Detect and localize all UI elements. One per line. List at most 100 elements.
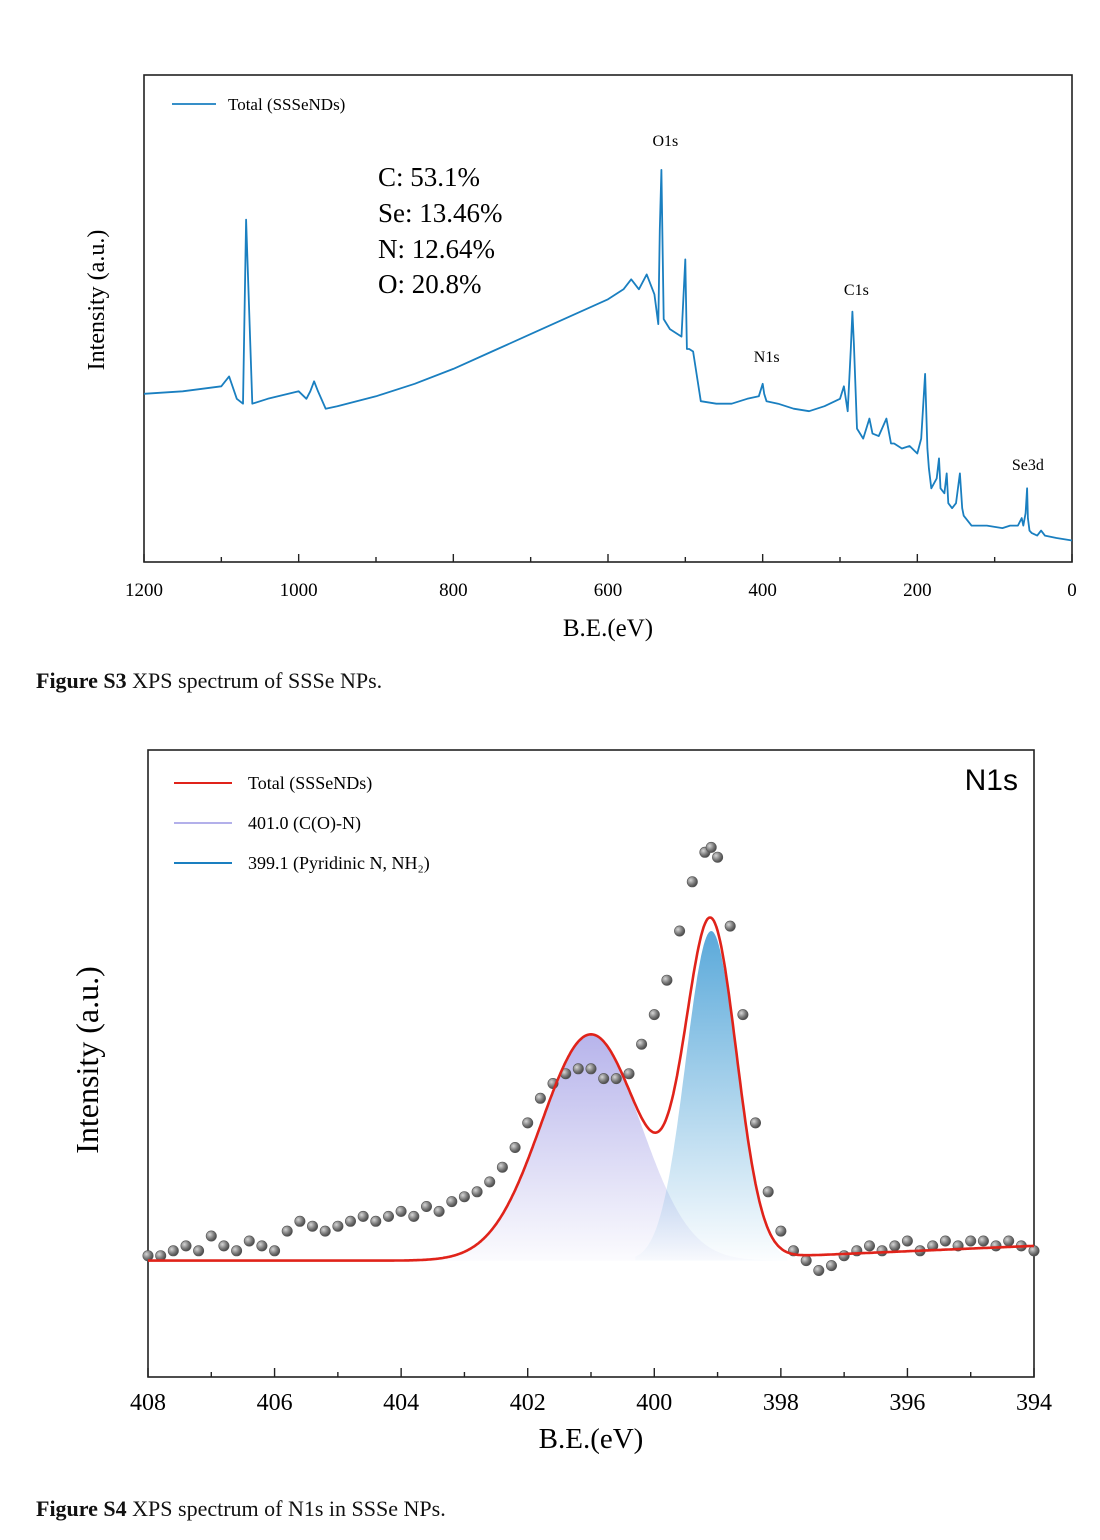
- s4-data-point: [496, 1161, 508, 1173]
- s4-data-point: [281, 1225, 293, 1237]
- s3-x-axis-label: B.E.(eV): [563, 615, 653, 642]
- s4-data-point: [319, 1225, 331, 1237]
- s4-legend-label-total: Total (SSSeNDs): [248, 773, 372, 794]
- s4-data-point: [623, 1068, 635, 1080]
- s4-data-point: [446, 1196, 458, 1208]
- s4-legend: Total (SSSeNDs) 401.0 (C(O)-N) 399.1 (Py…: [174, 773, 430, 874]
- s4-data-point: [370, 1215, 382, 1227]
- s4-data-point: [636, 1038, 648, 1050]
- s4-data-point: [737, 1009, 749, 1021]
- s4-legend-label-401: 401.0 (C(O)-N): [248, 813, 361, 834]
- s4-data-point: [332, 1220, 344, 1232]
- s4-data-point: [705, 841, 717, 853]
- s4-data-point: [306, 1220, 318, 1232]
- s3-x-tick-labels: 1200 1000 800 600 400 200 0: [125, 580, 1077, 601]
- s3-series-line-total: [143, 169, 1073, 542]
- s4-data-point: [648, 1009, 660, 1021]
- s4-data-points: [142, 841, 1040, 1276]
- s4-data-point: [838, 1250, 850, 1262]
- s4-data-point: [661, 974, 673, 986]
- figure-s4-chart: 408 406 404 402 400 398 396 394 N1s Total (SSSe…: [69, 749, 1052, 1455]
- s4-data-point: [269, 1245, 281, 1257]
- s4-data-point: [509, 1141, 521, 1153]
- s4-x-tick-label: 394: [1016, 1390, 1052, 1416]
- s3-x-tick-label: 400: [748, 580, 777, 601]
- s4-data-point: [990, 1240, 1002, 1252]
- s4-data-point: [218, 1240, 230, 1252]
- s4-data-point: [889, 1240, 901, 1252]
- s3-legend: Total (SSSeNDs): [172, 95, 345, 114]
- s4-x-tick-label: 406: [257, 1390, 293, 1416]
- s4-data-point: [294, 1215, 306, 1227]
- s4-data-point: [180, 1240, 192, 1252]
- s4-x-tick-label: 398: [763, 1390, 799, 1416]
- figure-s4-caption: Figure S4 XPS spectrum of N1s in SSSe NP…: [36, 1496, 446, 1522]
- s3-composition-n: N: 12.64%: [378, 234, 495, 264]
- s4-data-point: [598, 1073, 610, 1085]
- s4-data-point: [205, 1230, 217, 1242]
- s4-data-point: [484, 1176, 496, 1188]
- s3-composition-o: O: 20.8%: [378, 269, 482, 299]
- s4-x-ticks: [147, 1368, 1035, 1377]
- s4-data-point: [825, 1260, 837, 1272]
- s3-x-tick-label: 1000: [280, 580, 318, 601]
- s4-legend-label-399: 399.1 (Pyridinic N, NH₂): [248, 853, 430, 874]
- s4-data-point: [433, 1205, 445, 1217]
- s3-peak-label: Se3d: [1012, 457, 1044, 474]
- s3-composition-se: Se: 13.46%: [378, 198, 503, 228]
- figure-s4-caption-text: XPS spectrum of N1s in SSSe NPs.: [126, 1496, 446, 1521]
- figure-s3-caption: Figure S3 XPS spectrum of SSSe NPs.: [36, 668, 382, 694]
- s4-data-point: [863, 1240, 875, 1252]
- s4-data-point: [471, 1186, 483, 1198]
- s4-x-tick-label: 408: [130, 1390, 166, 1416]
- s3-peak-label: C1s: [844, 282, 869, 299]
- s4-data-point: [939, 1235, 951, 1247]
- figure-s4-caption-label: Figure S4: [36, 1496, 127, 1521]
- s3-x-tick-label: 200: [903, 580, 932, 601]
- s4-data-point: [382, 1210, 394, 1222]
- s4-data-point: [534, 1092, 546, 1104]
- s4-data-point: [901, 1235, 913, 1247]
- s4-x-tick-label: 400: [636, 1390, 672, 1416]
- s4-data-point: [522, 1117, 534, 1129]
- figure-s3-caption-label: Figure S3: [36, 668, 127, 693]
- s4-component-area-399: [635, 931, 788, 1261]
- s4-data-point: [749, 1117, 761, 1129]
- s4-data-point: [762, 1186, 774, 1198]
- s3-peak-annotations: O1s N1s C1s Se3d: [652, 133, 1043, 474]
- s4-data-point: [686, 876, 698, 888]
- s4-data-point: [585, 1063, 597, 1075]
- s4-data-point: [813, 1264, 825, 1276]
- s4-x-tick-label: 396: [889, 1390, 925, 1416]
- s4-data-point: [256, 1240, 268, 1252]
- s3-x-tick-label: 1200: [125, 580, 163, 601]
- s4-panel-label: N1s: [965, 764, 1018, 797]
- s4-data-point: [1003, 1235, 1015, 1247]
- s4-data-point: [965, 1235, 977, 1247]
- s4-data-point: [167, 1245, 179, 1257]
- s4-data-point: [395, 1205, 407, 1217]
- s3-plot-frame: [143, 74, 1073, 563]
- s4-data-point: [876, 1245, 888, 1257]
- s4-x-axis-label: B.E.(eV): [539, 1423, 644, 1455]
- s4-data-point: [357, 1210, 369, 1222]
- s4-y-axis-label: Intensity (a.u.): [69, 966, 105, 1154]
- s3-composition-c: C: 53.1%: [378, 162, 480, 192]
- s4-data-point: [193, 1245, 205, 1257]
- s4-data-point: [610, 1073, 622, 1085]
- s4-component-area-401: [363, 1034, 807, 1261]
- figure-s3-caption-text: XPS spectrum of SSSe NPs.: [126, 668, 383, 693]
- s3-x-ticks: [143, 554, 1073, 562]
- s4-data-point: [408, 1210, 420, 1222]
- s4-data-point: [724, 920, 736, 932]
- s4-fit-line-total: [148, 916, 1034, 1262]
- s4-data-point: [231, 1245, 243, 1257]
- s3-y-axis-label: Intensity (a.u.): [84, 230, 110, 371]
- s3-peak-label: N1s: [754, 349, 780, 366]
- s4-data-point: [420, 1200, 432, 1212]
- s3-x-tick-label: 600: [594, 580, 623, 601]
- figure-s3-chart: 1200 1000 800 600 400 200 0 B.E.(eV) Intensity…: [84, 74, 1077, 642]
- s4-x-tick-labels: 408 406 404 402 400 398 396 394: [130, 1390, 1052, 1416]
- s4-x-tick-label: 404: [383, 1390, 419, 1416]
- s4-data-point: [458, 1191, 470, 1203]
